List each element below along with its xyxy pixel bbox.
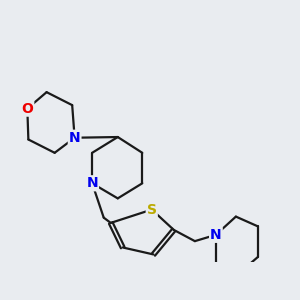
Text: N: N xyxy=(86,176,98,190)
Text: N: N xyxy=(69,131,80,145)
Text: N: N xyxy=(210,228,222,242)
Text: O: O xyxy=(21,102,33,116)
Text: S: S xyxy=(147,202,157,217)
